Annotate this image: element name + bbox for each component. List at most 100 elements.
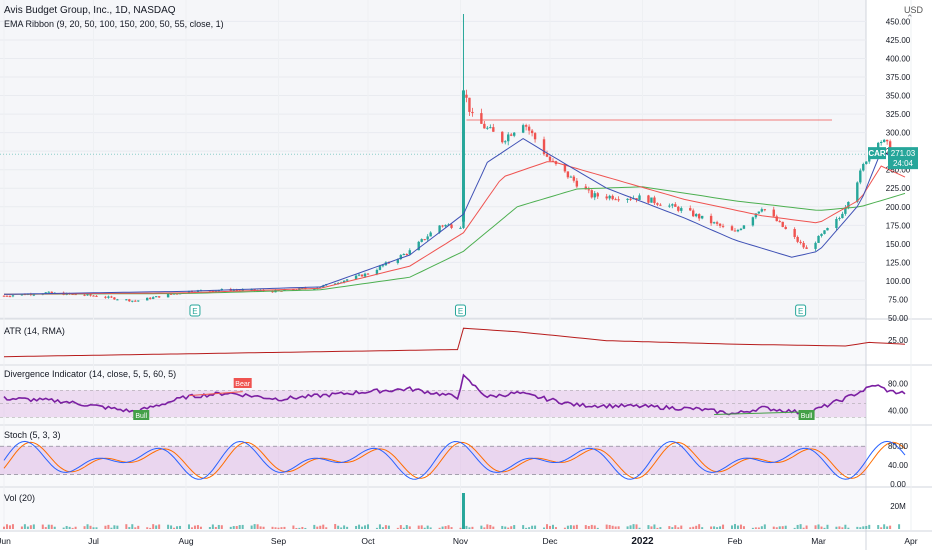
candle	[125, 299, 128, 301]
candle	[647, 195, 650, 203]
candle	[521, 125, 525, 133]
candle	[169, 293, 173, 295]
volume-bar	[220, 525, 223, 529]
candle	[2, 295, 6, 297]
volume-bar	[650, 526, 653, 529]
ema-fast-line	[3, 138, 906, 295]
candle	[20, 294, 24, 296]
divergence-line	[3, 373, 906, 417]
volume-label[interactable]: Vol (20)	[4, 493, 36, 503]
volume-bar	[367, 524, 369, 529]
volume-bar	[865, 525, 868, 529]
x-tick-label: Jun	[0, 536, 11, 546]
candle	[292, 289, 295, 291]
volume-bar	[358, 524, 361, 529]
candle	[799, 241, 802, 243]
y-tick-label: 250.00	[886, 166, 911, 175]
volume-bar	[611, 525, 614, 529]
volume-bar	[253, 524, 256, 529]
volume-bar	[229, 526, 232, 529]
x-tick-label: Apr	[904, 536, 917, 546]
candle	[590, 190, 593, 198]
ema-ribbon-legend[interactable]: EMA Ribbon (9, 20, 50, 100, 150, 200, 50…	[4, 19, 224, 29]
candle	[805, 247, 808, 249]
candle	[444, 224, 447, 227]
candle	[11, 295, 15, 297]
candle	[211, 290, 215, 292]
candle	[760, 209, 764, 212]
y-tick-label: 200.00	[886, 203, 911, 212]
y-tick-label: 50.00	[888, 314, 909, 323]
volume-bar	[656, 527, 659, 529]
volume-bar	[211, 524, 214, 529]
volume-bar	[301, 526, 304, 529]
candle	[575, 180, 579, 187]
volume-bar	[805, 525, 808, 529]
candle	[83, 294, 86, 296]
candle	[778, 221, 781, 223]
volume-bar	[426, 525, 429, 529]
volume-bar	[698, 524, 701, 529]
volume-bar	[605, 524, 608, 529]
y-tick-label: 375.00	[886, 73, 911, 82]
atr-line	[3, 327, 906, 358]
candle	[605, 196, 608, 199]
candle	[441, 225, 444, 227]
x-tick-label: Feb	[728, 536, 743, 546]
volume-bar	[149, 527, 152, 529]
divergence-label[interactable]: Divergence Indicator (14, close, 5, 5, 6…	[4, 369, 177, 379]
candle	[271, 291, 274, 293]
volume-bar	[820, 526, 823, 529]
volume-bar	[322, 524, 325, 529]
volume-bar	[522, 525, 525, 529]
candle	[572, 176, 576, 181]
candle	[653, 197, 656, 204]
candle	[151, 297, 155, 299]
candle	[86, 294, 89, 296]
candle	[8, 296, 12, 298]
atr-label[interactable]: ATR (14, RMA)	[4, 326, 65, 336]
candle	[784, 226, 787, 230]
volume-bar	[886, 526, 889, 529]
candle	[721, 225, 725, 227]
volume-bar	[387, 525, 390, 529]
volume-bar	[572, 525, 575, 529]
volume-tick-label: 20M	[890, 502, 906, 511]
x-tick-label: Aug	[178, 536, 193, 546]
volume-bar	[20, 526, 23, 529]
volume-bar	[68, 526, 71, 529]
stoch-label[interactable]: Stoch (5, 3, 3)	[4, 430, 61, 440]
candle	[486, 127, 489, 129]
volume-bar	[277, 527, 280, 529]
volume-bar	[731, 525, 733, 529]
candle	[375, 269, 379, 275]
volume-bar	[817, 524, 820, 529]
candle	[569, 176, 573, 178]
volume-bar	[214, 527, 217, 529]
stoch-tick-label: 80.00	[888, 442, 909, 451]
volume-bar	[62, 527, 65, 529]
volume-bar	[250, 525, 253, 529]
candle	[524, 125, 528, 127]
candle	[420, 239, 423, 242]
candle	[689, 208, 692, 211]
volume-bar	[179, 525, 182, 529]
settings-icon[interactable]: ⌃	[906, 13, 914, 23]
volume-bar	[626, 526, 629, 529]
candle	[527, 126, 531, 131]
y-tick-label: 100.00	[886, 277, 911, 286]
volume-bar	[841, 527, 844, 529]
bull-badge-label: Bull	[135, 413, 147, 420]
candle	[366, 273, 370, 275]
earnings-marker	[795, 304, 807, 317]
volume-bar	[396, 527, 399, 529]
divergence-tick-label: 40.00	[888, 407, 909, 416]
y-tick-label: 350.00	[886, 92, 911, 101]
volume-bar	[835, 526, 838, 529]
volume-bar	[719, 526, 722, 529]
candle	[450, 224, 453, 228]
volume-bar	[8, 525, 11, 529]
volume-bar	[617, 526, 620, 529]
volume-bar	[152, 524, 155, 529]
